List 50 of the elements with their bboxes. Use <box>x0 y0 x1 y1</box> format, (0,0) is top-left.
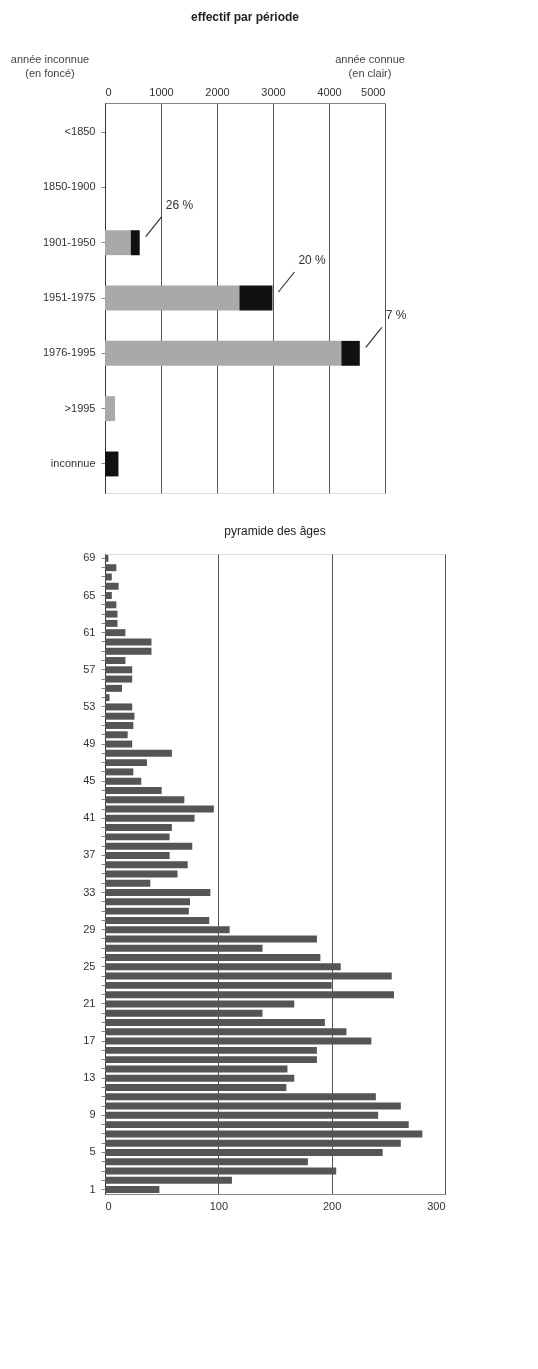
x-tick-label: 0 <box>105 85 112 98</box>
y-tick-label: 69 <box>83 551 96 564</box>
y-tick-label: 1901-1950 <box>42 235 96 248</box>
x-tick-label: 200 <box>322 1199 342 1212</box>
x-tick-label: 3000 <box>261 85 286 98</box>
y-tick-label: 1976-1995 <box>42 346 96 359</box>
bar <box>105 451 119 477</box>
chart-title: pyramide des âges <box>224 523 326 538</box>
y-tick-label: 49 <box>83 737 96 750</box>
text: année connue (en clair) <box>335 53 405 79</box>
y-tick-label: >1995 <box>64 401 96 414</box>
x-tick-label: 100 <box>209 1199 229 1212</box>
annotation: 20 % <box>298 253 327 267</box>
x-tick-label: 1000 <box>149 85 174 98</box>
y-tick-label: 29 <box>83 922 96 935</box>
bar <box>105 340 342 366</box>
y-tick-label: 61 <box>83 625 96 638</box>
y-tick-label: 1951-1975 <box>42 291 96 303</box>
bar <box>105 396 116 422</box>
y-tick-label: 25 <box>83 959 96 972</box>
bar <box>341 340 360 366</box>
y-tick-label: 1850-1900 <box>42 180 96 193</box>
y-tick-label: 9 <box>89 1108 96 1121</box>
text: année inconnue (en foncé) <box>10 53 90 79</box>
x-tick-label: 0 <box>105 1199 112 1212</box>
y-tick-label: 1 <box>89 1182 96 1195</box>
bar <box>105 230 131 256</box>
y-tick-label: 33 <box>83 885 96 898</box>
annotation: 26 % <box>165 197 194 212</box>
y-tick-label: 21 <box>83 996 96 1009</box>
y-tick-label: 65 <box>83 588 96 601</box>
y-tick-label: 41 <box>83 811 96 824</box>
bar <box>105 285 240 311</box>
y-tick-label: <1850 <box>64 125 96 138</box>
annotation: 7 % <box>385 308 407 323</box>
chart-title: effectif par période <box>190 10 300 24</box>
y-tick-label: inconnue <box>50 456 96 469</box>
y-tick-label: 57 <box>83 662 96 675</box>
y-tick-label: 45 <box>83 774 96 787</box>
y-tick-label: 13 <box>83 1071 96 1084</box>
y-tick-label: 53 <box>83 699 96 712</box>
x-tick-label: 4000 <box>317 85 342 98</box>
y-tick-label: 5 <box>89 1145 96 1158</box>
y-tick-label: 17 <box>83 1034 96 1047</box>
bar <box>239 285 273 311</box>
bar <box>130 230 140 256</box>
y-tick-label: 37 <box>83 848 96 861</box>
x-tick-label: 2000 <box>205 85 230 98</box>
x-tick-label: 5000 <box>361 85 386 98</box>
x-tick-label: 300 <box>427 1199 446 1212</box>
